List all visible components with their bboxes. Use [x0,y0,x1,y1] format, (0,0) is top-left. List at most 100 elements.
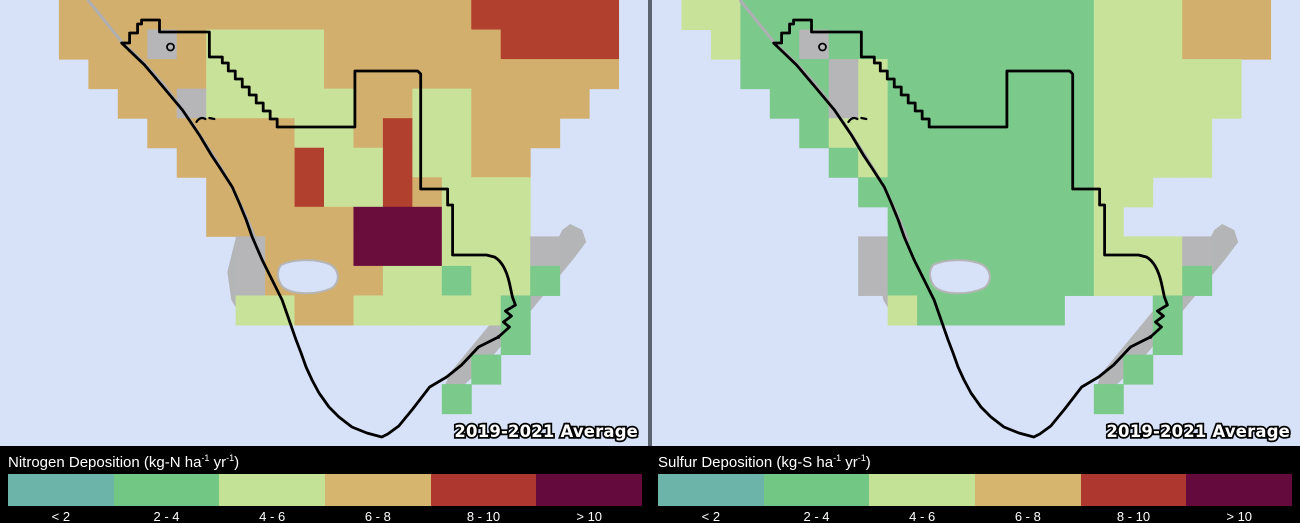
raster-cell [1034,59,1065,90]
raster-cell [1005,88,1036,119]
raster-cell [235,236,266,267]
legend-title-text: yr [209,454,227,471]
raster-cell [382,295,413,326]
raster-cell [471,354,502,385]
park-boundary-outline [772,18,1169,439]
raster-cell [412,236,443,267]
raster-cell [353,0,384,31]
raster-cell [382,177,413,208]
raster-cell [530,29,561,60]
raster-cell [887,295,918,326]
raster-cell [1123,265,1154,296]
raster-cell [559,88,590,119]
raster-cell [1093,0,1124,31]
raster-cell [1182,88,1213,119]
islet-marker [166,42,175,52]
raster-cell [1123,0,1154,31]
raster-cell [946,0,977,31]
raster-cell [1005,118,1036,149]
sulfur-map-panel: 2019-2021 Average [652,0,1300,446]
raster-cell [382,59,413,90]
raster-cell [88,59,119,90]
raster-cell [147,0,178,31]
raster-cell [412,147,443,178]
raster-cell [1093,118,1124,149]
raster-cell [917,29,948,60]
raster-cell [1152,59,1183,90]
raster-cell [1005,29,1036,60]
raster-cell [1123,236,1154,267]
raster-cell [441,236,472,267]
raster-cell [740,59,771,90]
raster-cell [471,88,502,119]
raster-cell [828,0,859,31]
raster-cell [500,177,531,208]
raster-cell [1034,206,1065,237]
legend-title-sup: -1 [833,453,842,463]
raster-cell [799,118,830,149]
raster-cell [917,0,948,31]
keys-island-dot [1148,335,1153,339]
nitrogen-legend: Nitrogen Deposition (kg-N ha-1 yr-1) < 2… [0,446,650,523]
raster-cell [946,177,977,208]
raster-cell [1152,0,1183,31]
raster-cell [559,0,590,31]
raster-cell [294,88,325,119]
raster-cell [294,147,325,178]
raster-cell [887,236,918,267]
nitrogen-map-panel: 2019-2021 Average [0,0,648,446]
raster-cell [294,118,325,149]
raster-cell [294,177,325,208]
raster-cell [206,59,237,90]
raster-cell [176,147,207,178]
raster-cell [1211,29,1242,60]
raster-cell [412,118,443,149]
deposition-raster [681,0,1272,415]
raster-cell [1093,265,1124,296]
raster-cell [1093,236,1124,267]
raster-cell [500,118,531,149]
legend-class-label: > 10 [576,509,603,523]
raster-cell [858,265,889,296]
raster-cell [976,118,1006,149]
raster-cell [441,206,472,237]
legend-swatch [8,474,114,506]
raster-cell [917,59,948,90]
raster-cell [500,236,531,267]
raster-cell [1123,147,1154,178]
legend-class-label: < 2 [701,509,721,523]
raster-cell [1034,88,1065,119]
raster-cell [828,29,859,60]
raster-cell [1093,59,1124,90]
raster-cell [887,147,918,178]
raster-cell [1034,177,1065,208]
raster-cell [1034,295,1065,326]
sulfur-legend-labels: < 2 2 - 4 4 - 6 6 - 8 8 - 10 > 10 [658,509,1292,523]
raster-cell [324,118,354,149]
raster-cell [946,29,977,60]
panel-divider [648,0,652,446]
legend-title-text: ) [865,454,871,471]
raster-cell [206,206,237,237]
raster-cell [1152,118,1183,149]
raster-cell [828,147,859,178]
raster-cell [382,206,413,237]
raster-cell [530,88,561,119]
keys-island-dot [496,335,501,339]
legend-swatch [869,474,976,506]
raster-cell [206,88,237,119]
raster-cell [176,88,207,119]
raster-cell [917,118,948,149]
raster-cell [441,295,472,326]
raster-cell [206,0,237,31]
raster-cell [1211,59,1242,90]
raster-cell [1093,384,1124,415]
raster-cell [828,59,859,90]
raster-cell [353,236,384,267]
raster-cell [500,59,531,90]
raster-cell [1123,29,1154,60]
legend-title-text: Nitrogen Deposition (kg-N ha [8,454,202,471]
raster-cell [353,88,384,119]
raster-cell [976,206,1006,237]
